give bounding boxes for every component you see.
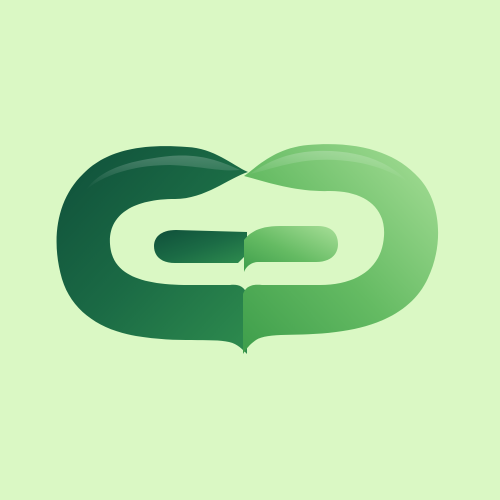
left-g-letter — [56, 146, 248, 354]
right-g-highlight — [250, 150, 408, 182]
left-g-highlight — [86, 155, 240, 190]
right-g-letter — [243, 144, 439, 354]
